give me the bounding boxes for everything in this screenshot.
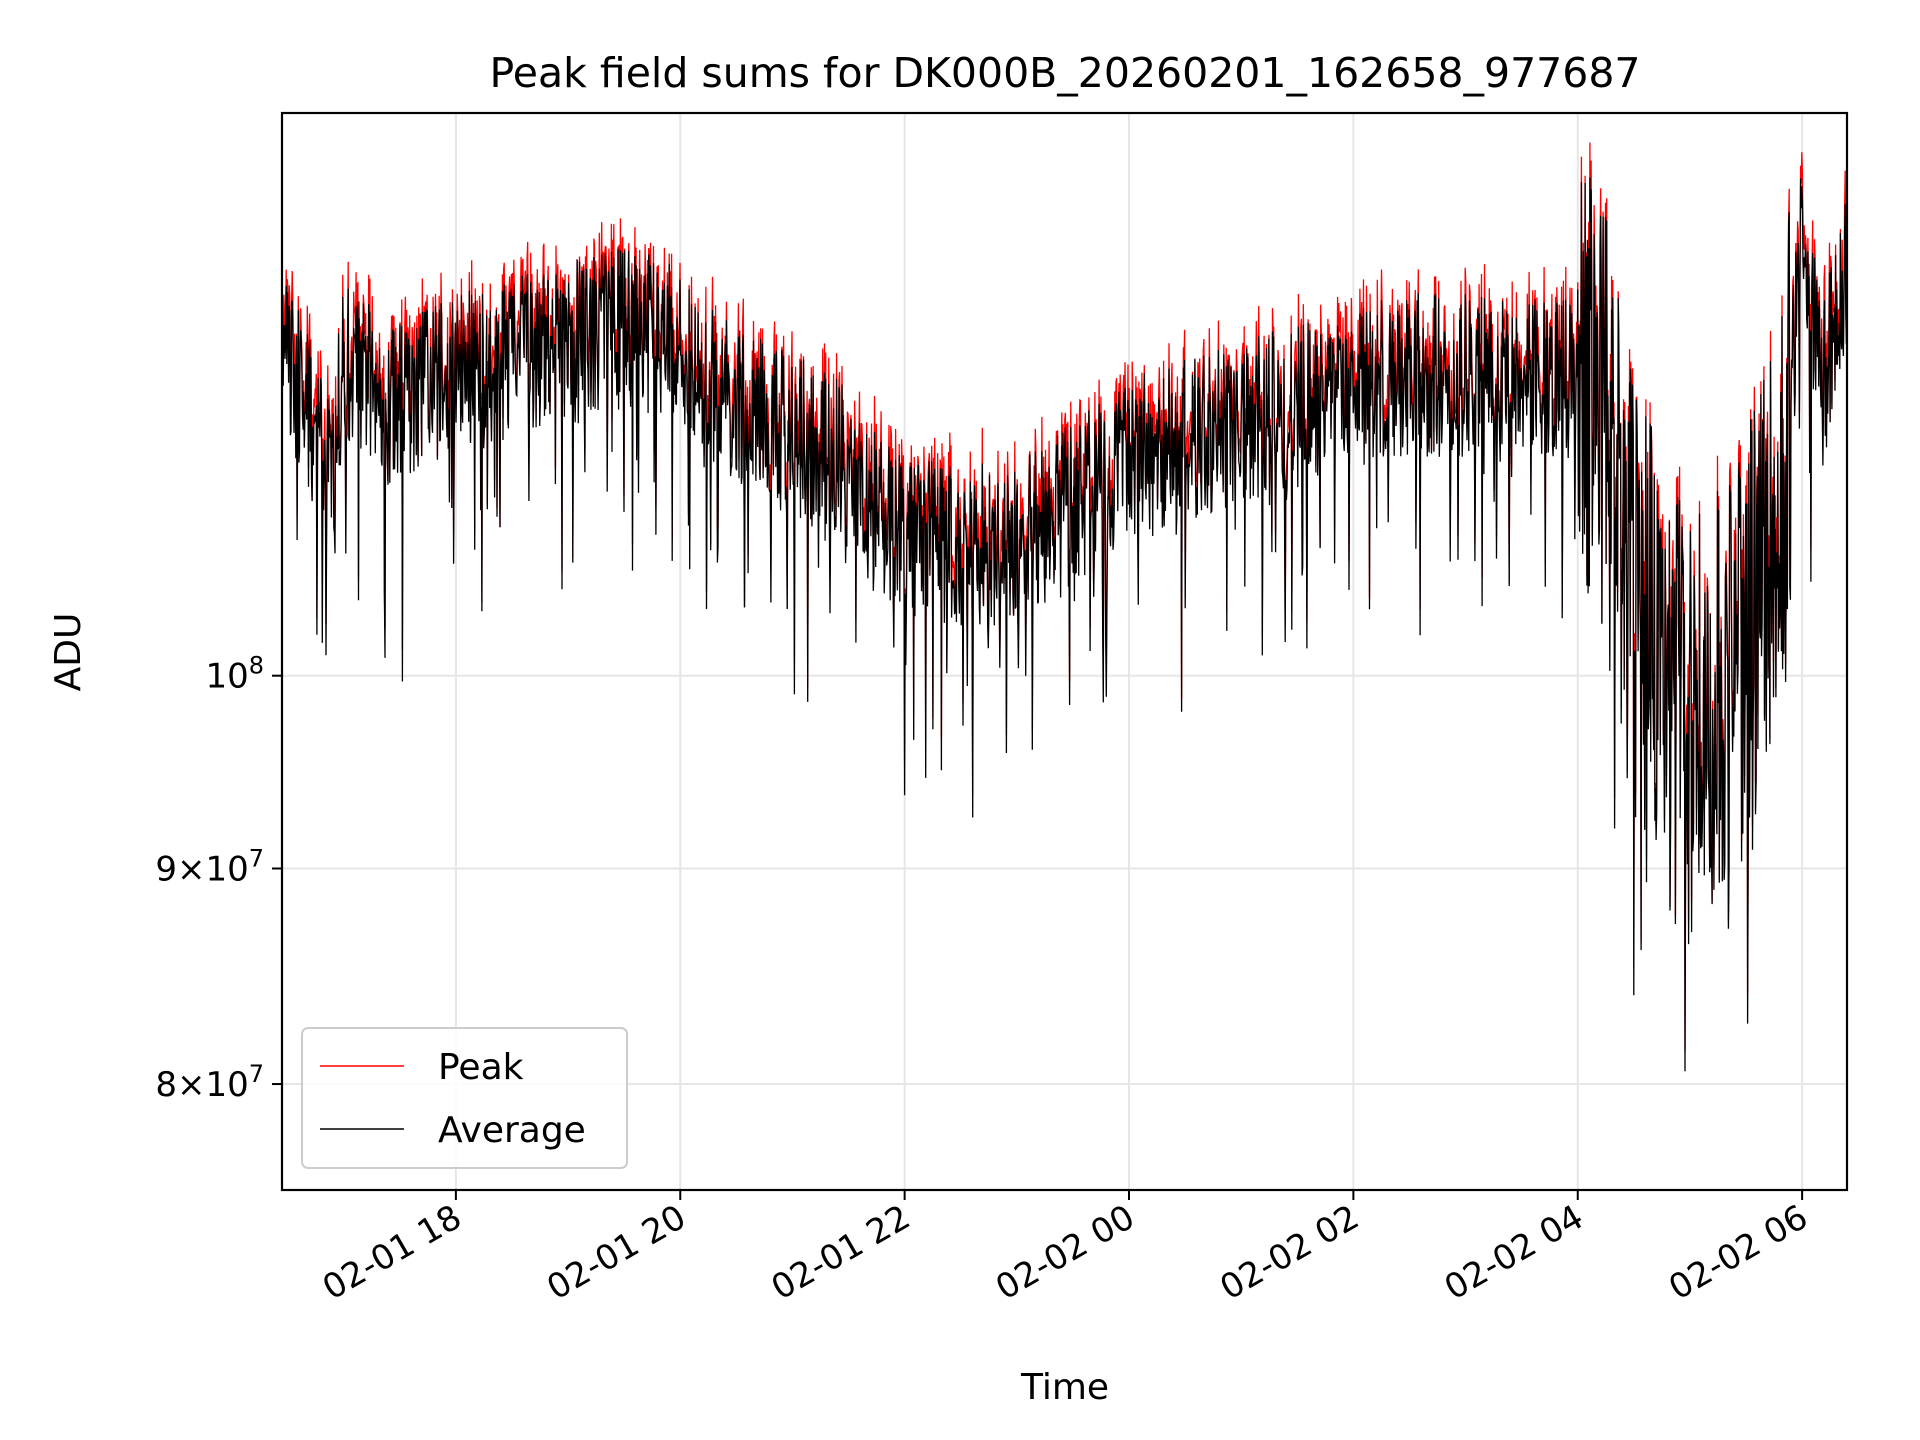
y-tick-mantissa: 9 [155, 850, 177, 890]
y-tick-label: 8×107 [155, 1060, 264, 1105]
legend-box [301, 1027, 628, 1169]
legend-label-peak: Peak [438, 1047, 524, 1088]
y-tick-label: 9×107 [155, 845, 264, 890]
y-tick-exponent: 8 [249, 652, 264, 680]
y-tick-exponent: 7 [249, 845, 264, 873]
y-tick-exponent: 7 [249, 1060, 264, 1088]
y-tick-base: 10 [205, 850, 248, 890]
y-tick-mantissa: 8 [155, 1065, 177, 1105]
y-tick-base: 10 [205, 657, 248, 697]
chart-title: Peak field sums for DK000B_20260201_1626… [489, 49, 1640, 97]
plot-frame [280, 111, 1849, 1192]
series-line-average [282, 177, 1847, 1072]
y-tick-base: 10 [205, 1065, 248, 1105]
y-axis-label: ADU [48, 613, 89, 692]
y-tick-times: × [177, 850, 206, 890]
legend-label-average: Average [438, 1110, 586, 1151]
legend: Peak Average [301, 1027, 628, 1169]
x-axis-label: Time [1020, 1367, 1109, 1408]
plot-area [282, 142, 1847, 1072]
y-tick-label: 108 [205, 652, 264, 697]
y-tick-times: × [177, 1065, 206, 1105]
